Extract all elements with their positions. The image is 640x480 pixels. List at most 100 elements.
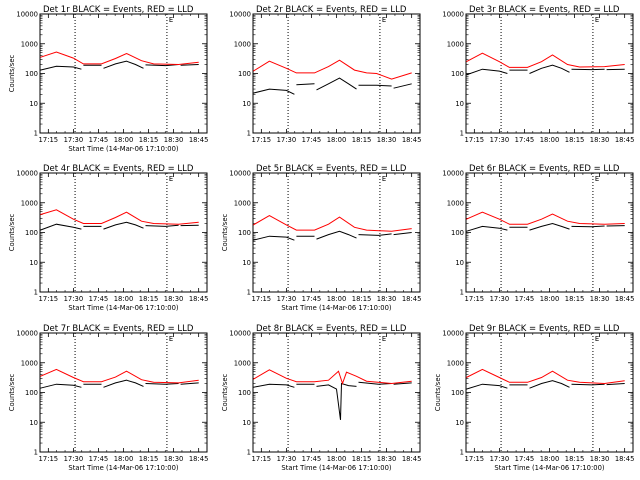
y-tick-label: 100 — [25, 229, 38, 237]
plot-title: Det 7r BLACK = Events, RED = LLD — [43, 324, 194, 334]
y-tick-label: 1000 — [234, 359, 251, 367]
plot-title: Det 8r BLACK = Events, RED = LLD — [256, 324, 407, 334]
lld-series-line — [40, 368, 199, 384]
x-axis-label: Start Time (14-Mar-06 17:10:00) — [68, 464, 178, 472]
y-tick-label: 10000 — [442, 11, 464, 19]
events-series-line — [145, 383, 179, 385]
y-tick-label: 10000 — [229, 330, 251, 338]
y-axis-label: Counts/sec — [221, 374, 229, 412]
lld-series-line — [40, 51, 199, 66]
events-series-line — [358, 233, 392, 236]
events-series-line — [358, 381, 392, 385]
y-tick-label: 10000 — [16, 330, 38, 338]
events-series-line — [145, 224, 179, 227]
x-tick-label: 17:15 — [39, 136, 59, 144]
x-axis-label: Start Time (14-Mar-06 17:10:00) — [494, 464, 604, 472]
events-series-line — [253, 235, 295, 241]
x-tick-label: 18:15 — [352, 295, 372, 303]
annotation-label: E — [595, 175, 599, 183]
annotation-label: E — [595, 16, 599, 24]
y-tick-label: 1000 — [447, 199, 464, 207]
x-tick-label: 17:30 — [277, 455, 297, 463]
x-tick-label: 18:30 — [590, 136, 610, 144]
lld-series-line — [253, 369, 412, 386]
x-tick-label: 18:45 — [615, 295, 635, 303]
x-tick-label: 18:00 — [327, 136, 347, 144]
y-tick-label: 1 — [34, 289, 38, 297]
plot-panel: Det 8r BLACK = Events, RED = LLD 1 10 100 10… — [221, 324, 421, 472]
x-tick-label: 18:00 — [540, 295, 560, 303]
plot-panel: Det 4r BLACK = Events, RED = LLD 1 10 100 10… — [8, 164, 208, 312]
y-tick-label: 10 — [29, 100, 38, 108]
x-tick-label: 18:15 — [565, 136, 585, 144]
annotation-label: E — [382, 335, 386, 343]
lld-series-line — [466, 52, 625, 68]
y-tick-label: 1000 — [21, 199, 38, 207]
y-tick-label: 10000 — [442, 330, 464, 338]
x-tick-label: 17:15 — [465, 295, 485, 303]
events-series-line — [316, 230, 357, 240]
annotation-label: E — [169, 175, 173, 183]
plot-panel: Det 2r BLACK = Events, RED = LLD 1 10 100 10… — [229, 5, 421, 144]
x-tick-label: 17:30 — [64, 455, 84, 463]
x-tick-label: 18:30 — [590, 295, 610, 303]
x-tick-label: 18:00 — [540, 136, 560, 144]
annotation-label: E — [382, 16, 386, 24]
x-tick-label: 18:45 — [402, 455, 422, 463]
x-tick-label: 18:00 — [540, 455, 560, 463]
events-series-line — [393, 232, 412, 236]
plot-panel: Det 9r BLACK = Events, RED = LLD 1 10 100 10… — [434, 324, 634, 472]
x-tick-label: 17:15 — [39, 455, 59, 463]
events-series-line — [103, 60, 144, 69]
x-axis-label: Start Time (14-Mar-06 17:10:00) — [281, 464, 391, 472]
x-tick-label: 17:15 — [252, 295, 272, 303]
y-tick-label: 100 — [238, 389, 251, 397]
events-series-line — [180, 382, 199, 385]
plot-frame — [465, 13, 634, 134]
x-tick-label: 17:30 — [490, 136, 510, 144]
annotation-label: E — [169, 335, 173, 343]
events-series-line — [466, 383, 508, 390]
x-tick-label: 17:30 — [64, 136, 84, 144]
x-tick-label: 17:45 — [302, 295, 322, 303]
y-tick-label: 10 — [455, 259, 464, 267]
plot-panel: Det 5r BLACK = Events, RED = LLD 1 10 100 10… — [221, 164, 421, 312]
x-tick-label: 17:15 — [465, 136, 485, 144]
x-tick-label: 18:45 — [615, 136, 635, 144]
events-series-line — [40, 65, 82, 71]
x-tick-label: 17:45 — [302, 455, 322, 463]
y-tick-label: 100 — [238, 229, 251, 237]
x-axis-label: Start Time (14-Mar-06 17:10:00) — [68, 145, 178, 153]
y-axis-label: Counts/sec — [221, 214, 229, 252]
plot-panel: Det 7r BLACK = Events, RED = LLD 1 10 100 10… — [8, 324, 208, 472]
x-tick-label: 18:15 — [139, 295, 159, 303]
events-series-line — [606, 383, 625, 386]
events-series-line — [103, 221, 144, 230]
y-tick-label: 100 — [451, 70, 464, 78]
x-tick-label: 18:30 — [377, 136, 397, 144]
y-tick-label: 10000 — [16, 11, 38, 19]
lld-series-line — [40, 209, 199, 225]
x-tick-label: 18:15 — [352, 136, 372, 144]
plot-panel: Det 6r BLACK = Events, RED = LLD 1 10 100 10… — [442, 164, 634, 303]
events-series-line — [296, 83, 315, 86]
x-tick-label: 17:45 — [89, 136, 109, 144]
y-tick-label: 1000 — [447, 40, 464, 48]
x-tick-label: 18:00 — [114, 295, 134, 303]
y-tick-label: 1 — [247, 130, 251, 138]
x-tick-label: 17:30 — [490, 455, 510, 463]
events-series-line — [466, 225, 508, 232]
y-axis-label: Counts/sec — [434, 374, 442, 412]
plot-title: Det 1r BLACK = Events, RED = LLD — [43, 5, 194, 15]
x-tick-label: 18:15 — [352, 455, 372, 463]
lld-series-line — [253, 215, 412, 232]
y-tick-label: 1000 — [234, 40, 251, 48]
y-tick-label: 10 — [242, 419, 251, 427]
plot-title: Det 6r BLACK = Events, RED = LLD — [469, 164, 620, 174]
lld-series-line — [466, 368, 625, 385]
y-tick-label: 10 — [29, 259, 38, 267]
x-tick-label: 18:45 — [189, 295, 209, 303]
events-series-line — [529, 222, 570, 231]
x-tick-label: 17:30 — [490, 295, 510, 303]
x-tick-label: 17:15 — [465, 455, 485, 463]
